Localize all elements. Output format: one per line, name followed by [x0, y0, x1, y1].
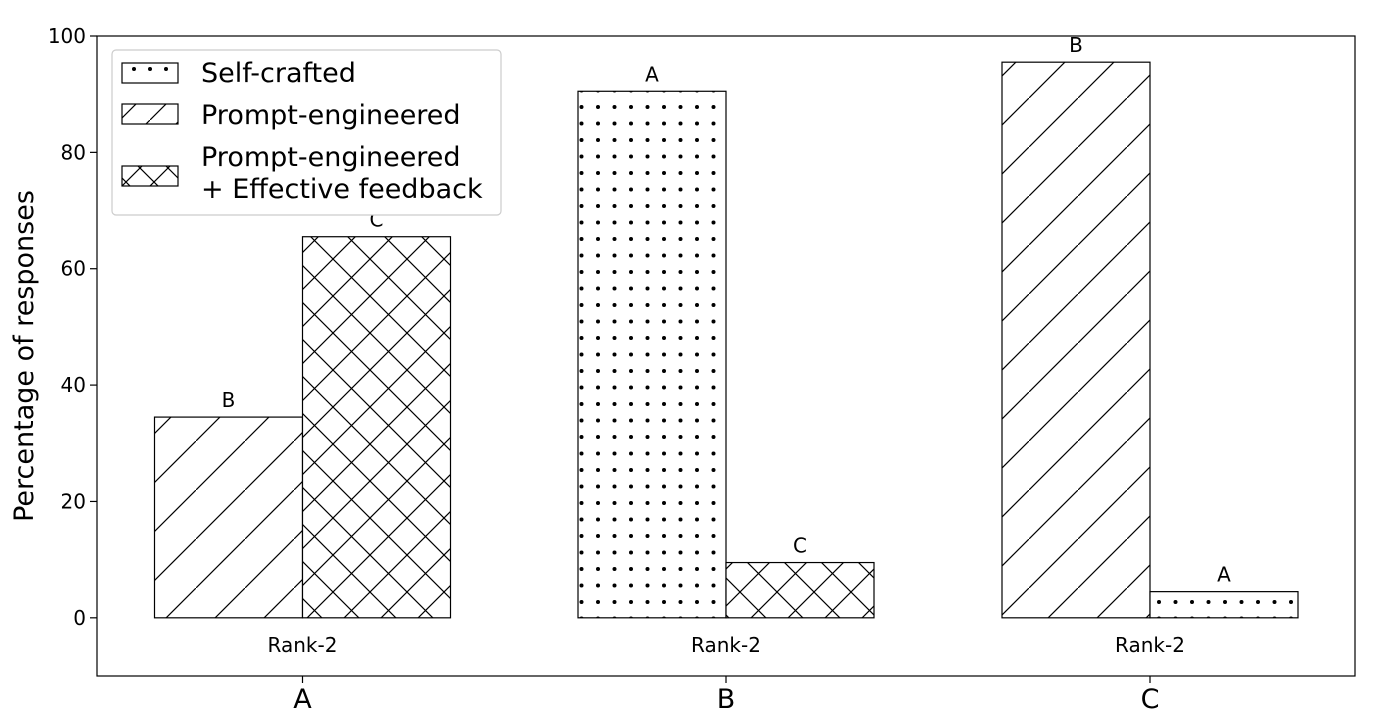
- rank-label-b: Rank-2: [691, 633, 761, 657]
- legend-frame: [111, 49, 502, 216]
- bar-label-a-b: B: [222, 388, 236, 412]
- bar-c-b: [1001, 61, 1151, 619]
- legend-label-prompt-engineered: Prompt-engineered: [201, 100, 461, 131]
- x-tick-label-c: C: [1141, 684, 1160, 715]
- x-tick-label-a: A: [293, 684, 312, 715]
- x-tick-label-b: B: [717, 684, 736, 715]
- bar-label-c-a: A: [1217, 563, 1231, 587]
- bar-label-b-c: C: [793, 534, 807, 558]
- legend-label-line-1: Prompt-engineered: [201, 142, 461, 173]
- y-axis-title: Percentage of responses: [9, 190, 40, 522]
- y-tick-label-0: 0: [73, 606, 86, 630]
- rank-label-c: Rank-2: [1115, 633, 1185, 657]
- legend-swatch-self-crafted: [121, 62, 179, 84]
- legend: Self-crafted Prompt-engineered Prompt-en…: [111, 49, 502, 216]
- bar-b-c: [725, 561, 875, 619]
- axes-layer: 0 20 40 60 80 100 A B C: [48, 24, 1356, 715]
- legend-label-line-2: + Effective feedback: [201, 174, 483, 205]
- bar-b-a: [577, 90, 727, 619]
- y-tick-label-60: 60: [61, 257, 86, 281]
- legend-label-prompt-engineered-feedback: Prompt-engineered + Effective feedback: [201, 142, 483, 205]
- bars-layer: [153, 61, 1299, 619]
- bar-c-a: [1149, 591, 1299, 619]
- y-tick-label-40: 40: [61, 373, 86, 397]
- y-tick-label-20: 20: [61, 489, 86, 513]
- y-tick-label-100: 100: [48, 24, 86, 48]
- y-tick-label-80: 80: [61, 140, 86, 164]
- bar-a-b: [153, 416, 304, 619]
- bar-a-c: [301, 236, 452, 619]
- bar-label-c-b: B: [1069, 33, 1083, 57]
- legend-swatch-prompt-engineered: [121, 103, 179, 125]
- legend-label-self-crafted: Self-crafted: [201, 58, 356, 89]
- legend-swatch-prompt-engineered-feedback: [121, 165, 179, 187]
- bar-label-b-a: A: [645, 62, 659, 86]
- rank-label-a: Rank-2: [268, 633, 338, 657]
